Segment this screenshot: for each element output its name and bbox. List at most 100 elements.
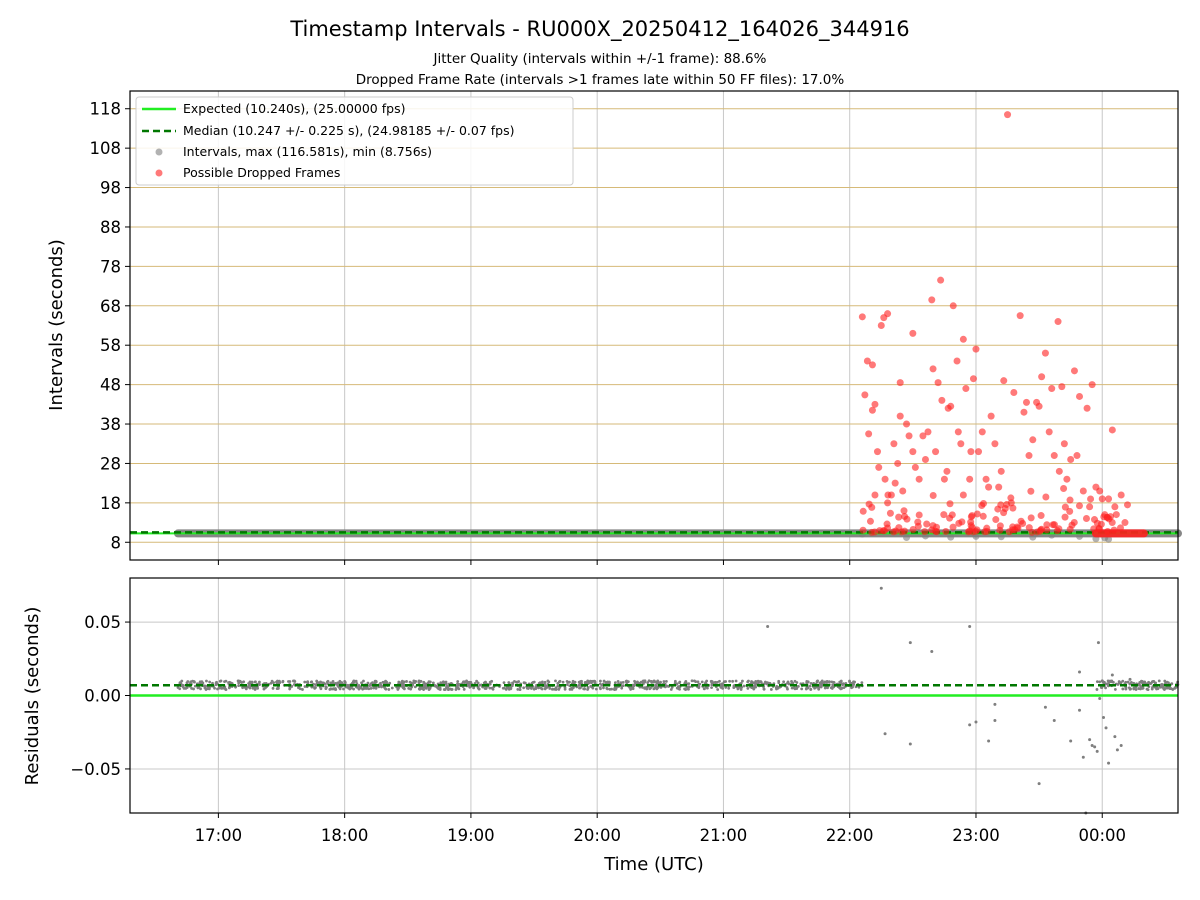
dropped-frame-point xyxy=(868,361,876,369)
dropped-frame-point xyxy=(1022,398,1030,406)
residual-point xyxy=(818,681,822,685)
legend: Expected (10.240s), (25.00000 fps) Media… xyxy=(135,96,574,186)
x-tick-label: 17:00 xyxy=(195,826,243,845)
intervals-axes-frame xyxy=(129,90,1179,561)
residuals-panel: 0.05 0.00 −0.05 17:00 18:00 19:00 20:00 21:00 2… xyxy=(22,577,1180,845)
dropped-frame-point xyxy=(937,276,945,284)
residual-point xyxy=(1052,718,1056,722)
residual-point xyxy=(599,687,602,691)
residual-point xyxy=(641,685,644,689)
residual-point xyxy=(1124,686,1128,690)
dropped-frame-point xyxy=(1016,312,1024,320)
dropped-frame-point xyxy=(967,448,975,456)
dropped-frame-point xyxy=(1027,514,1035,522)
residual-point xyxy=(1098,696,1102,700)
dropped-frame-point xyxy=(992,516,1000,524)
residual-point xyxy=(786,687,789,691)
dropped-frame-point xyxy=(896,412,904,420)
residual-point xyxy=(600,683,604,687)
dropped-frame-point xyxy=(949,523,957,531)
intervals-y-tick-label: 18 xyxy=(100,494,121,513)
residual-point xyxy=(178,681,182,685)
residual-point xyxy=(722,680,726,684)
residual-point xyxy=(465,679,468,683)
residual-point xyxy=(839,687,843,691)
x-tick-label: 21:00 xyxy=(700,826,748,845)
residual-point xyxy=(1113,688,1117,691)
residual-point xyxy=(1151,686,1154,690)
residual-point xyxy=(419,679,423,683)
residual-point xyxy=(502,686,506,690)
residual-point xyxy=(558,679,562,683)
residual-point xyxy=(1102,716,1106,720)
residual-point xyxy=(462,680,465,684)
residual-point xyxy=(664,679,668,683)
dropped-frame-point xyxy=(923,520,931,528)
dropped-frame-point xyxy=(1037,512,1045,520)
residual-point xyxy=(258,680,261,684)
dropped-frame-point xyxy=(1108,426,1116,434)
residual-point xyxy=(253,680,257,684)
dropped-frame-point xyxy=(934,379,942,387)
dropped-frame-point xyxy=(1003,501,1011,509)
residual-point xyxy=(1104,686,1107,690)
residual-point xyxy=(1165,680,1169,684)
intervals-panel: 8 18 28 38 48 58 68 78 88 98 108 118 Intervals (sec… xyxy=(46,90,1182,565)
dropped-frame-point xyxy=(1123,501,1131,509)
dropped-frame-point xyxy=(979,512,987,520)
residual-point xyxy=(275,687,279,691)
intervals-y-tick-label: 98 xyxy=(100,179,121,198)
dropped-frame-point xyxy=(894,459,902,467)
residual-point xyxy=(608,687,612,691)
legend-box xyxy=(135,96,574,186)
residual-point xyxy=(820,679,824,683)
residual-point xyxy=(515,681,519,684)
dropped-frame-point xyxy=(1116,524,1124,532)
dropped-frame-point xyxy=(933,528,941,536)
residual-point xyxy=(319,687,323,691)
dropped-frame-point xyxy=(1111,503,1119,511)
residual-point xyxy=(428,687,432,690)
residual-point xyxy=(860,681,864,685)
residual-point xyxy=(816,679,820,683)
residual-point xyxy=(741,679,744,683)
dropped-frame-point xyxy=(962,385,970,393)
residual-point xyxy=(1163,688,1166,691)
dropped-frame-point xyxy=(1027,487,1035,495)
residual-point xyxy=(790,686,794,690)
dropped-frame-point xyxy=(921,528,929,536)
residual-point xyxy=(752,687,756,691)
residual-point xyxy=(450,688,453,691)
dropped-frame-point xyxy=(863,357,871,365)
dropped-frame-point xyxy=(929,492,937,500)
residual-point xyxy=(728,679,731,683)
residual-point xyxy=(993,718,997,722)
dropped-frame-point xyxy=(890,440,898,448)
residual-point xyxy=(645,687,649,691)
residual-point xyxy=(488,686,492,690)
dropped-frame-point xyxy=(884,499,892,507)
residual-point xyxy=(290,685,294,688)
residual-point xyxy=(507,681,511,685)
residual-point xyxy=(632,684,635,688)
intervals-y-ticks: 8 18 28 38 48 58 68 78 88 98 108 118 xyxy=(90,100,130,552)
dropped-frame-point xyxy=(896,379,904,387)
residual-point xyxy=(374,685,378,689)
residual-point xyxy=(356,684,360,688)
dropped-frame-point xyxy=(909,329,917,337)
dropped-frame-point xyxy=(919,432,927,440)
dropped-frame-point xyxy=(985,483,993,491)
residual-point xyxy=(387,688,391,691)
dropped-frame-point xyxy=(1042,493,1050,501)
dropped-frame-point xyxy=(987,412,995,420)
residual-point xyxy=(593,681,597,684)
residual-point xyxy=(808,684,812,688)
dropped-frame-point xyxy=(911,463,919,471)
intervals-y-tick-label: 38 xyxy=(100,415,121,434)
dropped-frame-point xyxy=(861,391,869,399)
residual-point xyxy=(444,680,448,684)
residual-point xyxy=(522,686,526,690)
residual-point xyxy=(805,681,809,685)
residual-point xyxy=(333,687,337,690)
